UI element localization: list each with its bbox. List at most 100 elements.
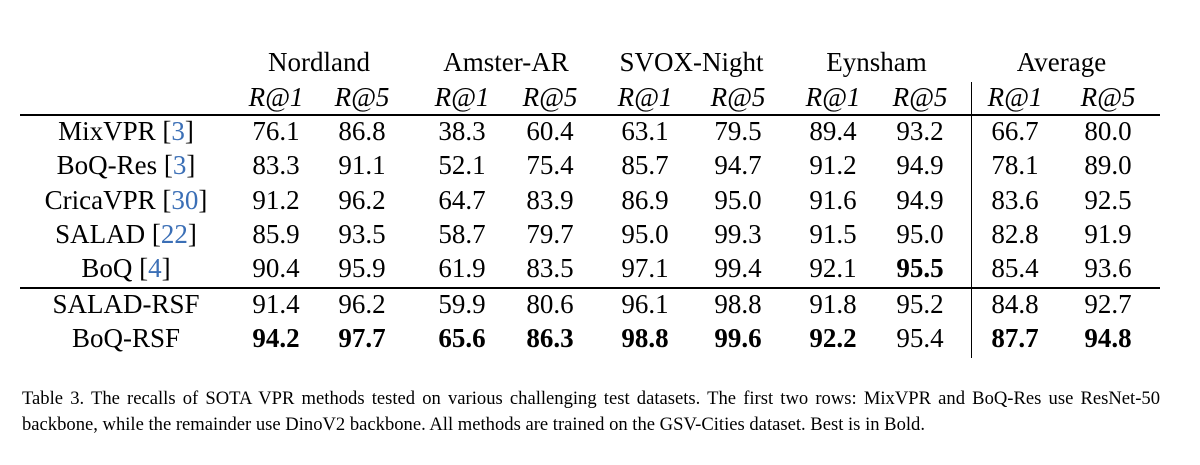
sub-header: R@5 xyxy=(892,82,948,112)
value-cell: 78.1 xyxy=(991,150,1039,180)
value-cell: 92.2 xyxy=(809,323,857,353)
value-cell: 86.9 xyxy=(621,185,669,215)
value-cell: 99.3 xyxy=(714,219,762,249)
top-rule xyxy=(20,114,1160,116)
method: CricaVPR xyxy=(44,185,156,215)
value-cell: 91.6 xyxy=(809,185,857,215)
method-name: BoQ [4] xyxy=(81,253,171,283)
value-cell: 95.2 xyxy=(896,289,944,319)
caption-label: Table 3. xyxy=(22,388,85,409)
value-cell: 95.0 xyxy=(896,219,944,249)
group-header: Amster-AR xyxy=(443,47,569,77)
value-cell: 79.5 xyxy=(714,116,762,146)
value-cell: 95.5 xyxy=(896,253,944,283)
group-header: Nordland xyxy=(268,47,370,77)
value-cell: 61.9 xyxy=(438,253,486,283)
value-cell: 91.2 xyxy=(809,150,857,180)
value-cell: 98.8 xyxy=(714,289,762,319)
value-cell: 66.7 xyxy=(991,116,1039,146)
vertical-rule xyxy=(971,82,973,358)
citation: 3 xyxy=(171,116,185,146)
value-cell: 93.2 xyxy=(896,116,944,146)
value-cell: 76.1 xyxy=(252,116,300,146)
value-cell: 96.2 xyxy=(338,185,386,215)
method: SALAD xyxy=(55,219,146,249)
value-cell: 98.8 xyxy=(621,323,669,353)
value-cell: 94.9 xyxy=(896,150,944,180)
method: SALAD-RSF xyxy=(52,289,200,319)
value-cell: 97.7 xyxy=(338,323,386,353)
value-cell: 83.6 xyxy=(991,185,1039,215)
value-cell: 63.1 xyxy=(621,116,669,146)
value-cell: 85.9 xyxy=(252,219,300,249)
sub-header: R@1 xyxy=(248,82,304,112)
value-cell: 94.8 xyxy=(1084,323,1132,353)
sub-header: R@1 xyxy=(617,82,673,112)
value-cell: 95.0 xyxy=(714,185,762,215)
sub-header: R@5 xyxy=(710,82,766,112)
value-cell: 94.9 xyxy=(896,185,944,215)
citation: 30 xyxy=(171,185,199,215)
value-cell: 97.1 xyxy=(621,253,669,283)
method-name: MixVPR [3] xyxy=(58,116,194,146)
caption: Table 3. The recalls of SOTA VPR methods… xyxy=(22,386,1160,438)
sub-header: R@5 xyxy=(1080,82,1136,112)
value-cell: 91.8 xyxy=(809,289,857,319)
sub-header: R@5 xyxy=(522,82,578,112)
method-name: SALAD-RSF xyxy=(52,287,199,321)
sub-header: R@1 xyxy=(434,82,490,112)
value-cell: 95.0 xyxy=(621,219,669,249)
value-cell: 95.4 xyxy=(896,323,944,353)
value-cell: 84.8 xyxy=(991,289,1039,319)
value-cell: 85.7 xyxy=(621,150,669,180)
method: MixVPR xyxy=(58,116,156,146)
method: BoQ-Res xyxy=(56,150,158,180)
citation: 22 xyxy=(160,219,188,249)
value-cell: 94.2 xyxy=(252,323,300,353)
value-cell: 91.9 xyxy=(1084,219,1132,249)
value-cell: 64.7 xyxy=(438,185,486,215)
value-cell: 91.1 xyxy=(338,150,386,180)
value-cell: 95.9 xyxy=(338,253,386,283)
value-cell: 58.7 xyxy=(438,219,486,249)
value-cell: 91.2 xyxy=(252,185,300,215)
value-cell: 65.6 xyxy=(438,323,486,353)
value-cell: 91.4 xyxy=(252,289,300,319)
value-cell: 82.8 xyxy=(991,219,1039,249)
value-cell: 92.1 xyxy=(809,253,857,283)
value-cell: 89.0 xyxy=(1084,150,1132,180)
value-cell: 91.5 xyxy=(809,219,857,249)
sub-header: R@5 xyxy=(334,82,390,112)
value-cell: 93.6 xyxy=(1084,253,1132,283)
value-cell: 92.5 xyxy=(1084,185,1132,215)
value-cell: 52.1 xyxy=(438,150,486,180)
sub-header: R@1 xyxy=(805,82,861,112)
value-cell: 92.7 xyxy=(1084,289,1132,319)
value-cell: 80.6 xyxy=(526,289,574,319)
value-cell: 96.2 xyxy=(338,289,386,319)
group-header: Average xyxy=(1016,47,1107,77)
value-cell: 60.4 xyxy=(526,116,574,146)
method-name: SALAD [22] xyxy=(55,219,197,249)
method-name: CricaVPR [30] xyxy=(44,185,208,215)
method-name: BoQ-Res [3] xyxy=(56,150,196,180)
value-cell: 94.7 xyxy=(714,150,762,180)
sub-header: R@1 xyxy=(987,82,1043,112)
value-cell: 85.4 xyxy=(991,253,1039,283)
value-cell: 89.4 xyxy=(809,116,857,146)
method: BoQ-RSF xyxy=(71,323,181,353)
value-cell: 99.6 xyxy=(714,323,762,353)
value-cell: 83.3 xyxy=(252,150,300,180)
value-cell: 87.7 xyxy=(991,323,1039,353)
value-cell: 99.4 xyxy=(714,253,762,283)
caption-text: The recalls of SOTA VPR methods tested o… xyxy=(22,388,1161,435)
value-cell: 86.3 xyxy=(526,323,574,353)
group-header: Eynsham xyxy=(826,47,927,77)
value-cell: 79.7 xyxy=(526,219,574,249)
value-cell: 80.0 xyxy=(1084,116,1132,146)
method: BoQ xyxy=(81,253,133,283)
value-cell: 90.4 xyxy=(252,253,300,283)
value-cell: 83.5 xyxy=(526,253,574,283)
value-cell: 93.5 xyxy=(338,219,386,249)
